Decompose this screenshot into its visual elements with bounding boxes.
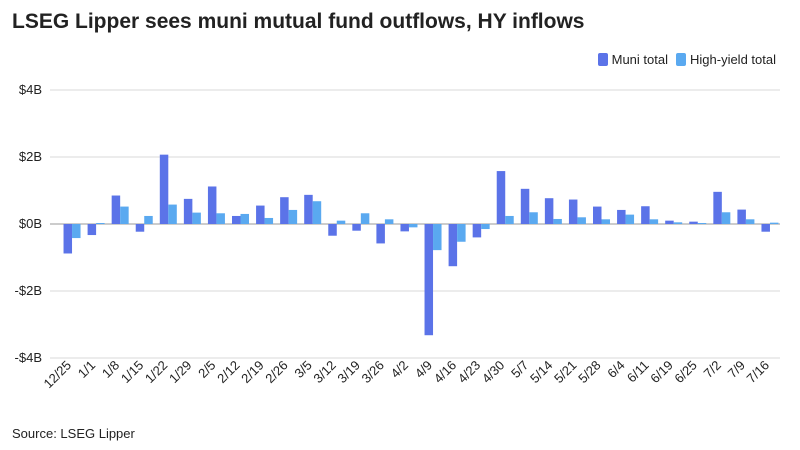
muni-bar <box>87 224 97 236</box>
muni-bar <box>496 171 506 224</box>
high-yield-bar <box>457 224 466 242</box>
muni-bar <box>400 224 409 232</box>
legend-label-high-yield: High-yield total <box>690 52 776 67</box>
x-tick-label: 5/28 <box>575 358 604 387</box>
x-tick-label: 1/29 <box>166 358 195 387</box>
source-note: Source: LSEG Lipper <box>12 426 135 441</box>
muni-bar <box>280 197 289 224</box>
high-yield-bar <box>336 220 346 224</box>
muni-bar <box>689 221 698 224</box>
muni-bar <box>207 186 217 224</box>
x-tick-label: 4/23 <box>455 358 484 387</box>
muni-bar <box>568 199 578 224</box>
x-tick-label: 5/21 <box>551 358 580 387</box>
legend-swatch-muni <box>597 53 608 66</box>
high-yield-bar <box>216 213 225 224</box>
y-tick-label: -$4B <box>15 350 42 365</box>
muni-bar <box>641 206 650 224</box>
high-yield-bar <box>72 224 81 239</box>
muni-bar <box>617 209 626 224</box>
muni-bar <box>232 215 241 224</box>
high-yield-bar <box>673 222 683 224</box>
y-tick-label: $0B <box>19 216 42 231</box>
high-yield-bar <box>529 212 538 224</box>
muni-bar <box>328 224 337 236</box>
high-yield-bar <box>192 212 201 224</box>
muni-bar <box>135 224 145 232</box>
muni-bar <box>761 224 770 232</box>
high-yield-bar <box>288 209 298 224</box>
high-yield-bar <box>433 224 442 251</box>
x-tick-label: 2/26 <box>262 358 291 387</box>
y-tick-label: -$2B <box>15 283 42 298</box>
x-tick-label: 6/19 <box>647 358 676 387</box>
muni-bar <box>304 194 313 224</box>
y-tick-label: $2B <box>19 149 42 164</box>
x-tick-label: 2/12 <box>214 358 243 387</box>
high-yield-bar <box>553 218 562 224</box>
high-yield-bar <box>649 219 659 224</box>
high-yield-bar <box>144 215 153 224</box>
muni-bar <box>544 198 554 224</box>
x-tick-label: 6/11 <box>624 358 652 386</box>
muni-bar <box>665 220 674 224</box>
high-yield-bar <box>721 212 731 224</box>
high-yield-bar <box>360 213 370 224</box>
muni-bar <box>63 224 73 254</box>
muni-bar <box>713 191 722 224</box>
y-tick-label: $4B <box>19 82 42 97</box>
x-tick-label: 1/22 <box>142 358 171 387</box>
legend: Muni total High-yield total <box>590 52 776 67</box>
high-yield-bar <box>240 213 249 224</box>
x-tick-label: 3/19 <box>334 358 363 387</box>
high-yield-bar <box>505 215 514 224</box>
high-yield-bar <box>601 219 610 224</box>
muni-bar <box>159 154 169 224</box>
x-tick-label: 3/12 <box>310 358 339 387</box>
x-tick-label: 4/2 <box>388 358 411 381</box>
high-yield-bar <box>481 224 490 230</box>
high-yield-bar <box>312 201 322 224</box>
x-tick-label: 4/16 <box>431 358 460 387</box>
chart-title: LSEG Lipper sees muni mutual fund outflo… <box>12 10 585 33</box>
muni-bar <box>448 224 458 267</box>
muni-bar <box>352 224 361 231</box>
x-tick-label: 2/19 <box>238 358 267 387</box>
x-tick-label: 1/15 <box>118 358 147 387</box>
high-yield-bar <box>769 222 779 224</box>
x-tick-label: 6/4 <box>604 358 627 381</box>
x-tick-label: 6/25 <box>671 358 700 387</box>
high-yield-bar <box>625 214 635 224</box>
high-yield-bar <box>120 206 129 224</box>
high-yield-bar <box>168 204 177 224</box>
x-tick-label: 7/2 <box>701 358 724 381</box>
x-tick-label: 4/30 <box>479 358 508 387</box>
muni-bar <box>593 206 602 224</box>
high-yield-bar <box>745 219 755 224</box>
x-tick-label: 3/26 <box>359 358 388 387</box>
muni-bar <box>424 224 434 336</box>
muni-bar <box>183 198 193 224</box>
high-yield-bar <box>264 217 274 224</box>
muni-bar <box>472 224 482 238</box>
muni-bar <box>256 205 265 224</box>
muni-bar <box>111 195 121 224</box>
high-yield-bar <box>697 222 707 224</box>
legend-item-muni: Muni total <box>597 52 668 67</box>
x-tick-label: 5/14 <box>527 358 556 387</box>
muni-bar <box>737 209 746 224</box>
high-yield-bar <box>408 224 418 228</box>
legend-label-muni: Muni total <box>611 52 668 67</box>
x-tick-label: 1/1 <box>75 358 98 381</box>
high-yield-bar <box>96 222 105 224</box>
x-tick-label: 12/25 <box>41 358 75 392</box>
x-tick-label: 7/16 <box>744 358 773 387</box>
high-yield-bar <box>577 217 586 224</box>
legend-swatch-high-yield <box>676 53 686 66</box>
high-yield-bar <box>384 219 394 224</box>
legend-item-high-yield: High-yield total <box>676 52 776 67</box>
muni-bar <box>520 188 530 224</box>
muni-bar <box>376 224 385 244</box>
